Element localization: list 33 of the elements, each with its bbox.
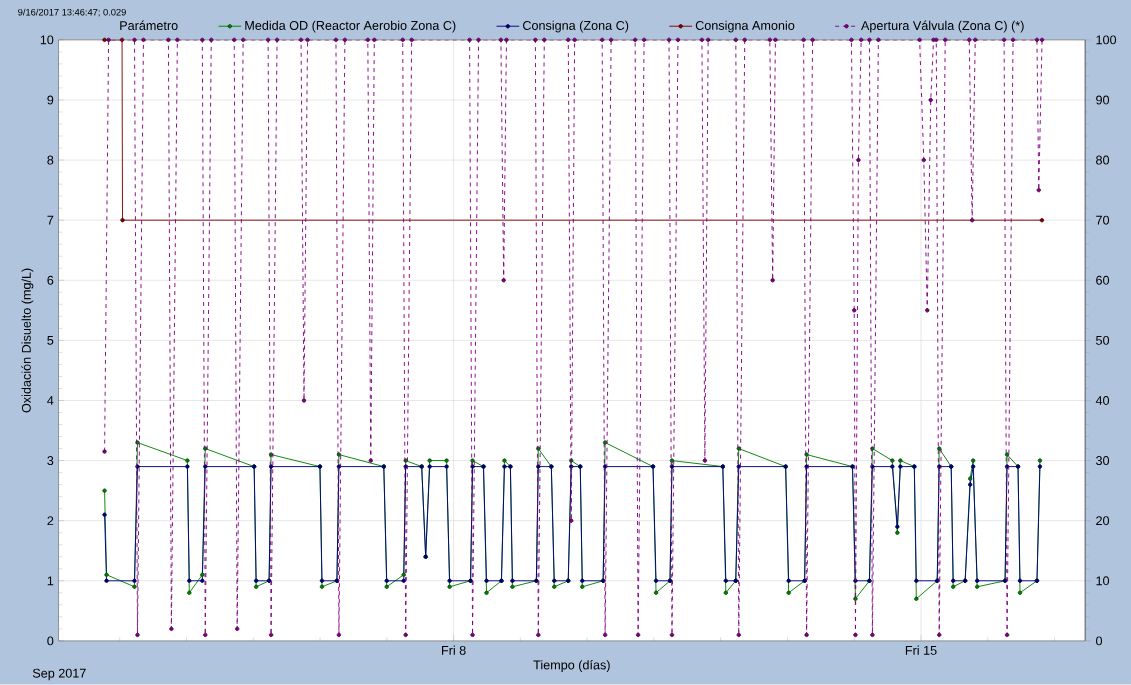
x-tick-label: Fri 8 xyxy=(442,645,466,656)
y-tick-label: 7 xyxy=(47,216,54,225)
text: 9/16/2017 13:46:47; 0.029 xyxy=(18,8,126,17)
y-tick-label: 1 xyxy=(47,576,54,586)
y2-tick-label: 60 xyxy=(1096,276,1110,285)
y-axis-title: Oxidación Disuelto (mg/L) xyxy=(21,268,34,413)
y-tick-label: 2 xyxy=(47,516,54,526)
y2-tick-label: 100 xyxy=(1096,35,1117,45)
y2-tick-label: 0 xyxy=(1096,636,1103,646)
y-tick-label: 9 xyxy=(47,95,54,105)
legend-label: Apertura Válvula (Zona C) (*) xyxy=(860,20,1024,33)
y2-tick-label: 70 xyxy=(1096,215,1110,225)
y2-tick-label: 50 xyxy=(1096,336,1110,346)
legend-label: Medida OD (Reactor Aerobio Zona C) xyxy=(245,20,456,33)
y2-tick-label: 90 xyxy=(1096,95,1110,105)
y2-tick-label: 80 xyxy=(1096,155,1110,165)
legend-title: Parámetro xyxy=(120,20,178,31)
y-tick-label: 4 xyxy=(47,396,54,406)
y-tick-label: 6 xyxy=(47,276,54,285)
y2-tick-label: 10 xyxy=(1096,576,1110,586)
y-tick-label: 0 xyxy=(47,636,54,646)
y-tick-label: 3 xyxy=(47,456,54,466)
y-tick-label: 5 xyxy=(47,336,54,345)
x-axis-title: Tiempo (días) xyxy=(533,660,610,673)
y-tick-label: 10 xyxy=(40,35,54,45)
y2-tick-label: 30 xyxy=(1096,456,1110,466)
legend-label: Consigna Amonio xyxy=(695,20,795,33)
y2-tick-label: 20 xyxy=(1096,516,1110,526)
legend-label: Consigna (Zona C) xyxy=(523,20,629,33)
y-tick-label: 8 xyxy=(47,155,54,165)
x-tick-label: Fri 15 xyxy=(905,645,937,656)
y2-tick-label: 40 xyxy=(1095,396,1110,406)
text: Sep 2017 xyxy=(32,668,86,681)
